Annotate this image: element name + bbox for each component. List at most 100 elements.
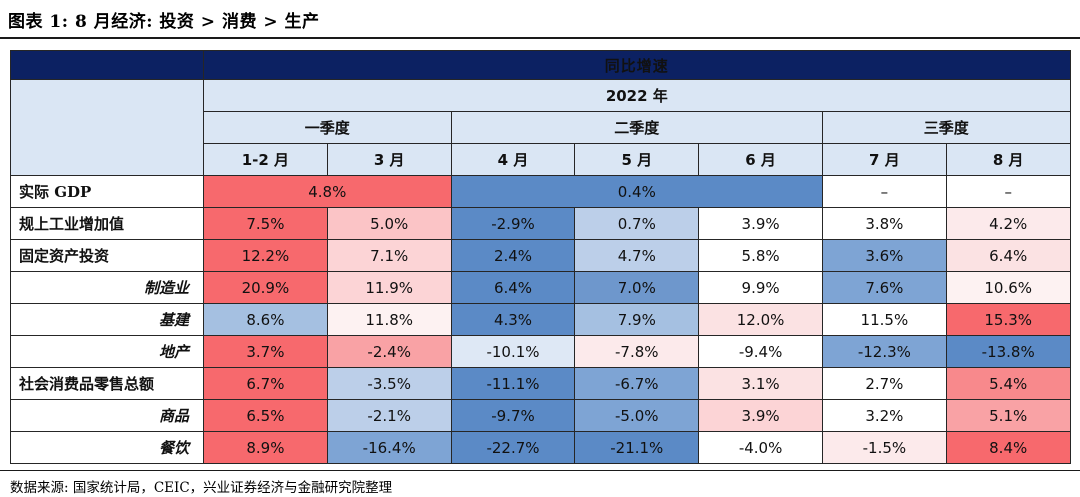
table-row: 基建 8.6% 11.8% 4.3% 7.9% 12.0% 11.5% 15.3% bbox=[10, 303, 1071, 336]
row-label: 商品 bbox=[10, 399, 204, 432]
value-cell: 6.4% bbox=[945, 239, 1071, 272]
value-cell: 3.8% bbox=[821, 207, 947, 240]
value-cell: 8.9% bbox=[203, 431, 328, 464]
value-cell: – bbox=[821, 175, 947, 208]
value-cell: 3.7% bbox=[203, 335, 328, 368]
value-cell: 5.1% bbox=[945, 399, 1071, 432]
row-label: 规上工业增加值 bbox=[10, 207, 204, 240]
value-cell: -22.7% bbox=[450, 431, 576, 464]
header-row-top: 同比增速 bbox=[10, 50, 1071, 80]
month-header: 4 月 bbox=[450, 143, 576, 176]
value-cell: -2.1% bbox=[326, 399, 452, 432]
value-cell: -7.8% bbox=[574, 335, 700, 368]
table-row: 商品 6.5% -2.1% -9.7% -5.0% 3.9% 3.2% 5.1% bbox=[10, 399, 1071, 432]
value-cell: 5.0% bbox=[326, 207, 452, 240]
quarter-q2-header: 二季度 bbox=[450, 111, 823, 144]
data-source-note: 数据来源: 国家统计局，CEIC，兴业证券经济与金融研究院整理 bbox=[10, 480, 393, 496]
value-cell: -5.0% bbox=[574, 399, 700, 432]
figure-title: 图表 1: 8 月经济: 投资 > 消费 > 生产 bbox=[0, 0, 1080, 39]
value-cell: 4.8% bbox=[203, 175, 452, 208]
value-cell: 5.4% bbox=[945, 367, 1071, 400]
value-cell: -3.5% bbox=[326, 367, 452, 400]
row-label: 基建 bbox=[10, 303, 204, 336]
month-header: 7 月 bbox=[821, 143, 947, 176]
value-cell: -13.8% bbox=[945, 335, 1071, 368]
value-cell: 11.5% bbox=[821, 303, 947, 336]
value-cell: 4.3% bbox=[450, 303, 576, 336]
value-cell: -2.9% bbox=[450, 207, 576, 240]
header-corner-blank bbox=[10, 79, 204, 176]
value-cell: 7.5% bbox=[203, 207, 328, 240]
value-cell: 11.9% bbox=[326, 271, 452, 304]
value-cell: 3.9% bbox=[698, 399, 823, 432]
value-cell: 6.5% bbox=[203, 399, 328, 432]
value-cell: 8.4% bbox=[945, 431, 1071, 464]
row-label: 实际 GDP bbox=[10, 175, 204, 208]
table-row: 实际 GDP 4.8% 0.4% – – bbox=[10, 175, 1071, 208]
table-row: 社会消费品零售总额 6.7% -3.5% -11.1% -6.7% 3.1% 2.7% 5.4… bbox=[10, 367, 1071, 400]
value-cell: 6.7% bbox=[203, 367, 328, 400]
header-corner-navy bbox=[10, 50, 204, 80]
table-container: 同比增速 2022 年 一季度 二季度 三季度 1-2 月 3 月 4 月 5 … bbox=[0, 39, 1080, 464]
table-row: 地产 3.7% -2.4% -10.1% -7.8% -9.4% -12.3% -13.8% bbox=[10, 335, 1071, 368]
table-row: 规上工业增加值 7.5% 5.0% -2.9% 0.7% 3.9% 3.8% 4.2% bbox=[10, 207, 1071, 240]
value-cell: 12.2% bbox=[203, 239, 328, 272]
quarter-q1-header: 一季度 bbox=[203, 111, 452, 144]
value-cell: 7.0% bbox=[574, 271, 700, 304]
value-cell: 2.7% bbox=[821, 367, 947, 400]
value-cell: -21.1% bbox=[574, 431, 700, 464]
month-header: 1-2 月 bbox=[203, 143, 328, 176]
month-header: 8 月 bbox=[945, 143, 1071, 176]
value-cell: 15.3% bbox=[945, 303, 1071, 336]
value-cell: -16.4% bbox=[326, 431, 452, 464]
row-label: 地产 bbox=[10, 335, 204, 368]
value-cell: 12.0% bbox=[698, 303, 823, 336]
row-label: 社会消费品零售总额 bbox=[10, 367, 204, 400]
value-cell: 20.9% bbox=[203, 271, 328, 304]
value-cell: 7.9% bbox=[574, 303, 700, 336]
yoy-growth-header: 同比增速 bbox=[203, 50, 1071, 80]
value-cell: -11.1% bbox=[450, 367, 576, 400]
value-cell: -9.7% bbox=[450, 399, 576, 432]
value-cell: 8.6% bbox=[203, 303, 328, 336]
table-row: 固定资产投资 12.2% 7.1% 2.4% 4.7% 5.8% 3.6% 6.4% bbox=[10, 239, 1071, 272]
month-header: 6 月 bbox=[698, 143, 823, 176]
value-cell: -6.7% bbox=[574, 367, 700, 400]
value-cell: 7.1% bbox=[326, 239, 452, 272]
header-row-year: 2022 年 bbox=[10, 79, 1071, 176]
value-cell: -4.0% bbox=[698, 431, 823, 464]
value-cell: 0.7% bbox=[574, 207, 700, 240]
header-row-quarters: 一季度 二季度 三季度 bbox=[11, 111, 1071, 144]
year-header: 2022 年 bbox=[203, 79, 1071, 112]
value-cell: -2.4% bbox=[326, 335, 452, 368]
row-label: 餐饮 bbox=[10, 431, 204, 464]
value-cell: 3.1% bbox=[698, 367, 823, 400]
value-cell: 9.9% bbox=[698, 271, 823, 304]
value-cell: -12.3% bbox=[821, 335, 947, 368]
quarter-q3-header: 三季度 bbox=[821, 111, 1071, 144]
row-label: 制造业 bbox=[10, 271, 204, 304]
header-row-months: 1-2 月 3 月 4 月 5 月 6 月 7 月 8 月 bbox=[11, 143, 1071, 176]
value-cell: 4.7% bbox=[574, 239, 700, 272]
value-cell: 7.6% bbox=[821, 271, 947, 304]
month-header: 3 月 bbox=[326, 143, 452, 176]
value-cell: -1.5% bbox=[821, 431, 947, 464]
heatmap-table: 同比增速 2022 年 一季度 二季度 三季度 1-2 月 3 月 4 月 5 … bbox=[10, 50, 1071, 464]
value-cell: 5.8% bbox=[698, 239, 823, 272]
value-cell: 2.4% bbox=[450, 239, 576, 272]
value-cell: 10.6% bbox=[945, 271, 1071, 304]
footer-divider bbox=[0, 470, 1080, 471]
value-cell: 11.8% bbox=[326, 303, 452, 336]
table-row: 制造业 20.9% 11.9% 6.4% 7.0% 9.9% 7.6% 10.6% bbox=[10, 271, 1071, 304]
value-cell: 3.9% bbox=[698, 207, 823, 240]
month-header: 5 月 bbox=[574, 143, 700, 176]
value-cell: 3.2% bbox=[821, 399, 947, 432]
value-cell: – bbox=[945, 175, 1071, 208]
row-label: 固定资产投资 bbox=[10, 239, 204, 272]
value-cell: 3.6% bbox=[821, 239, 947, 272]
table-row: 餐饮 8.9% -16.4% -22.7% -21.1% -4.0% -1.5% 8.4% bbox=[10, 431, 1071, 464]
value-cell: -10.1% bbox=[450, 335, 576, 368]
value-cell: -9.4% bbox=[698, 335, 823, 368]
value-cell: 6.4% bbox=[450, 271, 576, 304]
